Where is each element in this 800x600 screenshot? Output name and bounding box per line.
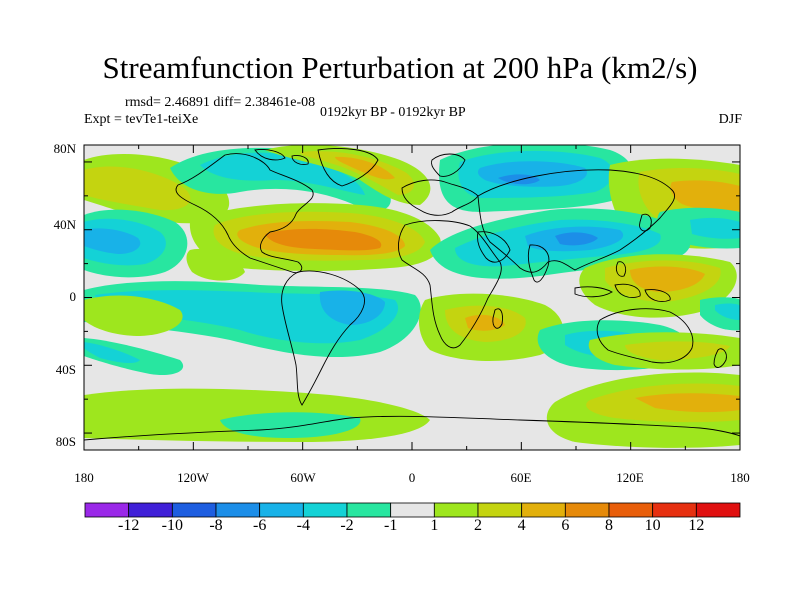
colorbar-box: [433, 502, 479, 518]
coast-europe: [401, 179, 479, 216]
coast-arabia: [477, 231, 511, 263]
positive-region: [84, 295, 183, 336]
colorbar-label: 10: [644, 517, 661, 534]
map-title: Streamfunction Perturbation at 200 hPa (…: [102, 50, 698, 85]
positive-region: [630, 266, 705, 292]
lon-tick-label: 180: [74, 470, 94, 485]
positive-region: [84, 401, 110, 425]
colorbar-label: 1: [430, 517, 439, 534]
coast-australia: [596, 308, 694, 364]
negative-region: [84, 228, 141, 254]
negative-region: [220, 412, 361, 438]
season-label: DJF: [718, 112, 742, 127]
axis-ticks: [83, 145, 741, 450]
colorbar-box: [215, 502, 261, 518]
coast-indonesia: [574, 283, 671, 302]
colorbar-label: 4: [517, 517, 526, 534]
negative-region: [200, 152, 365, 195]
positive-region: [635, 393, 740, 413]
coast-antarctica: [84, 415, 740, 441]
colorbar-box: [477, 502, 523, 518]
colorbar-box: [171, 502, 217, 518]
colorbar-box: [608, 502, 654, 518]
period-label: 0192kyr BP - 0192kyr BP: [320, 105, 466, 120]
positive-region: [670, 180, 740, 212]
coastlines: [84, 148, 740, 441]
lat-tick-label: 80N: [53, 141, 76, 156]
colorbar-label: 12: [688, 517, 705, 534]
coast-north-america: [175, 153, 314, 274]
colorbar-label: -4: [296, 517, 310, 534]
colorbar-label: 2: [474, 517, 482, 534]
coast-madagascar: [492, 308, 503, 329]
colorbar-box: [652, 502, 697, 518]
positive-region: [625, 341, 730, 360]
colorbar-label: -10: [161, 517, 183, 534]
colorbar-box: [84, 502, 130, 518]
lon-tick-label: 0: [408, 470, 416, 485]
negative-region: [555, 232, 598, 246]
negative-region: [84, 342, 140, 364]
lon-tick-label: 60E: [510, 470, 532, 485]
lon-tick-label: 120E: [616, 470, 644, 485]
lon-tick-label: 180: [730, 470, 750, 485]
colorbar-box: [695, 502, 741, 518]
colorbar-box: [346, 502, 392, 518]
negative-region: [690, 217, 740, 239]
colorbar-label: 8: [605, 517, 613, 534]
colorbar-box: [128, 502, 173, 518]
coast-philippines: [615, 261, 627, 277]
coast-scandinavia: [431, 153, 466, 177]
colorbar-label: -8: [209, 517, 223, 534]
lat-tick-label: 40N: [53, 217, 76, 232]
colorbar-label: -6: [252, 517, 267, 534]
colorbar: [84, 502, 741, 518]
coast-india: [527, 244, 550, 283]
positive-region: [84, 166, 191, 211]
coast-greenland: [317, 148, 379, 187]
lat-tick-label: 40S: [55, 362, 76, 377]
experiment-label: Expt = tevTe1-teiXe: [84, 112, 199, 127]
rmsd-diff-stats: rmsd= 2.46891 diff= 2.38461e-08: [125, 95, 316, 110]
lon-tick-label: 120W: [177, 470, 209, 485]
colorbar-box: [302, 502, 348, 518]
lon-tick-label: 60W: [290, 470, 316, 485]
positive-region: [265, 228, 382, 251]
colorbar-label: 6: [561, 517, 570, 534]
lat-tick-label: 0: [69, 289, 77, 304]
coast-new-zealand: [713, 348, 727, 368]
positive-region: [265, 145, 431, 205]
colorbar-box: [390, 502, 435, 518]
coast-canadian-islands: [254, 149, 309, 165]
colorbar-box: [564, 502, 610, 518]
negative-region: [498, 174, 540, 185]
positive-region: [300, 151, 414, 195]
coast-asia: [477, 169, 676, 273]
colorbar-label: -12: [117, 517, 140, 534]
colorbar-label: -1: [383, 517, 398, 534]
positive-region: [186, 248, 245, 281]
colorbar-label: -2: [340, 517, 354, 534]
colorbar-box: [521, 502, 566, 518]
coast-africa: [398, 220, 502, 349]
negative-region: [715, 303, 740, 320]
coast-japan: [639, 213, 652, 232]
streamfunction-field: [84, 145, 740, 448]
lat-tick-label: 80S: [55, 434, 76, 449]
coast-south-america: [281, 270, 365, 406]
colorbar-box: [259, 502, 304, 518]
negative-region: [84, 338, 184, 376]
negative-region: [319, 290, 385, 325]
positive-region: [335, 156, 395, 180]
